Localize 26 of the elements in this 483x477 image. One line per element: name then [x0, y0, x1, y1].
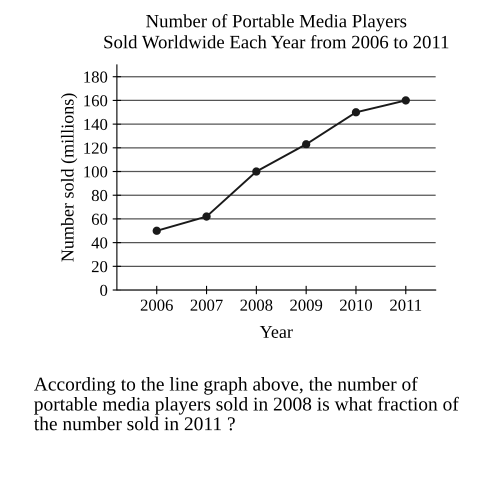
y-tick-label: 20 [92, 261, 108, 272]
y-tick-label: 0 [100, 284, 108, 296]
y-tick-label: 160 [84, 95, 108, 106]
x-tick-label: 2010 [340, 300, 372, 311]
y-tick-label: 60 [92, 214, 108, 225]
point [152, 226, 161, 235]
y-axis-title: Number sold (millions) [60, 93, 78, 262]
y-tick-label: 40 [92, 237, 108, 249]
y-tick-label: 140 [84, 118, 108, 130]
point [352, 108, 360, 116]
x-tick-label: 2007 [190, 300, 223, 311]
y-tick-label: 100 [84, 166, 108, 178]
y-tick-label: 120 [84, 142, 108, 154]
x-tick-label: 2008 [240, 300, 272, 311]
y-tick-label: 180 [84, 71, 108, 83]
point [402, 96, 410, 105]
point [302, 140, 310, 148]
y-tick-label: 80 [92, 190, 108, 202]
chart-title: Number of Portable Media Players Sold Worldwide Each Year from 2006 to 2011 [104, 14, 448, 48]
x-tick-label: 2006 [140, 300, 173, 311]
x-tick-label: 2009 [290, 300, 322, 311]
point [252, 167, 261, 176]
x-tick-label: 2011 [390, 300, 422, 311]
point [202, 212, 211, 221]
x-axis-title: Year [260, 326, 293, 338]
text: According to the line graph above, the number of portable media players sold in 2008 is what fraction of the number sold in 2011 ? [34, 376, 459, 430]
